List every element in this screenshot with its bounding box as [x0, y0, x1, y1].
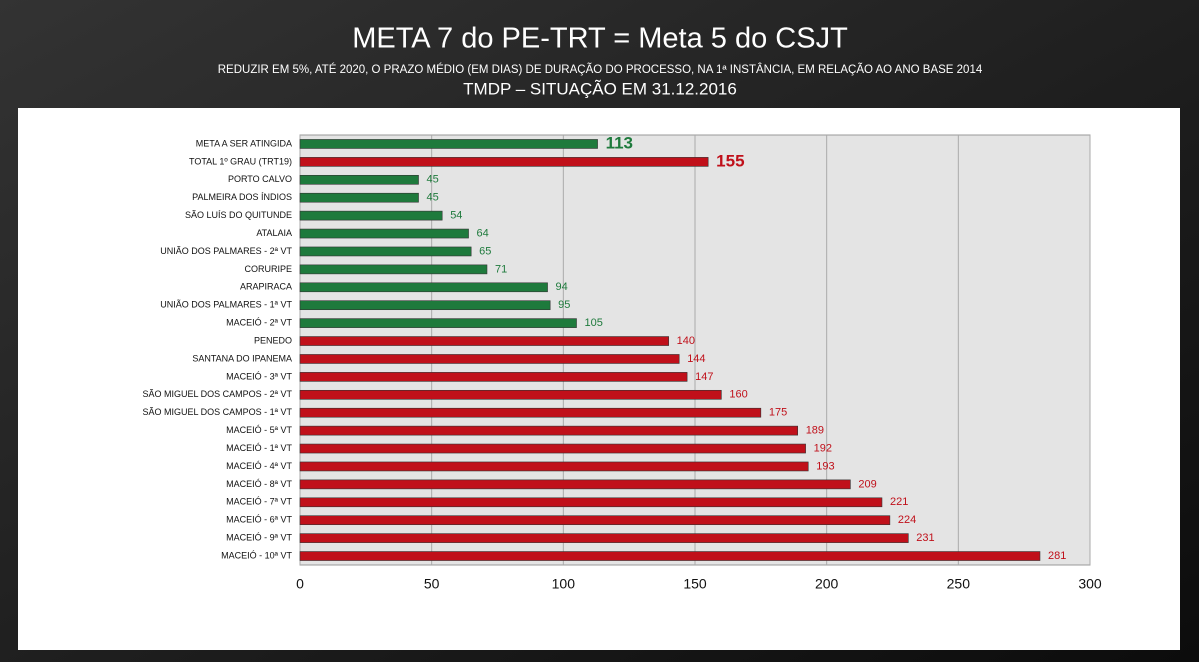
y-tick-label: UNIÃO DOS PALMARES - 2ª VT	[160, 246, 292, 256]
x-tick-label: 250	[947, 576, 971, 592]
x-tick-label: 100	[552, 576, 576, 592]
y-tick-label: MACEIÓ - 8ª VT	[226, 479, 292, 489]
value-label: 95	[558, 299, 570, 311]
value-label: 224	[898, 514, 916, 526]
value-label: 231	[916, 532, 934, 544]
value-label: 155	[716, 151, 744, 170]
y-tick-label: UNIÃO DOS PALMARES - 1ª VT	[160, 300, 292, 310]
y-tick-label: ARAPIRACA	[240, 282, 292, 292]
bar	[299, 139, 598, 149]
bar	[299, 407, 762, 418]
value-label: 193	[816, 460, 834, 472]
y-tick-label: MACEIÓ - 7ª VT	[226, 497, 292, 507]
y-tick-label: MACEIÓ - 4ª VT	[226, 461, 292, 471]
bar	[299, 533, 909, 543]
bar	[299, 318, 577, 328]
bar	[299, 336, 669, 346]
value-label: 113	[606, 133, 633, 152]
x-tick-label: 200	[815, 576, 839, 592]
y-tick-label: SÃO MIGUEL DOS CAMPOS - 2ª VT	[142, 389, 292, 399]
value-label: 140	[677, 335, 695, 347]
y-tick-label: CORURIPE	[244, 264, 292, 274]
value-label: 45	[427, 192, 439, 204]
bar	[299, 210, 443, 221]
bar	[299, 497, 883, 508]
x-tick-label: 50	[424, 576, 440, 592]
value-label: 175	[769, 407, 787, 419]
chart-subtitle: TMDP – SITUAÇÃO EM 31.12.2016	[463, 79, 737, 98]
value-label: 71	[495, 263, 507, 275]
value-label: 65	[479, 245, 491, 257]
value-label: 54	[450, 210, 462, 222]
bar	[299, 354, 680, 364]
value-label: 45	[427, 174, 439, 186]
y-tick-label: MACEIÓ - 6ª VT	[226, 515, 292, 525]
y-tick-label: PORTO CALVO	[228, 174, 292, 184]
value-label: 94	[556, 281, 568, 293]
y-tick-label: SÃO LUÍS DO QUITUNDE	[185, 210, 292, 220]
x-tick-label: 0	[296, 576, 304, 592]
y-tick-label: MACEIÓ - 5ª VT	[226, 425, 292, 435]
chart-subtitle: REDUZIR EM 5%, ATÉ 2020, O PRAZO MÉDIO (…	[218, 63, 983, 76]
y-tick-label: SÃO MIGUEL DOS CAMPOS - 1ª VT	[142, 407, 292, 417]
value-label: 192	[814, 442, 832, 454]
bar	[299, 192, 419, 203]
y-tick-label: MACEIÓ - 3ª VT	[226, 371, 292, 381]
bar	[299, 282, 548, 293]
value-label: 144	[687, 353, 705, 365]
bar	[299, 246, 472, 257]
x-tick-label: 150	[683, 576, 707, 592]
value-label: 209	[858, 478, 876, 490]
bar	[299, 157, 709, 167]
value-label: 147	[695, 371, 713, 383]
y-tick-label: SANTANA DO IPANEMA	[192, 353, 292, 363]
bar	[299, 551, 1041, 561]
y-tick-label: MACEIÓ - 9ª VT	[226, 533, 292, 543]
y-tick-label: META A SER ATINGIDA	[196, 138, 292, 148]
y-tick-label: MACEIÓ - 1ª VT	[226, 443, 292, 453]
y-tick-label: TOTAL 1º GRAU (TRT19)	[189, 156, 292, 166]
chart-title: META 7 do PE-TRT = Meta 5 do CSJT	[352, 23, 848, 55]
value-label: 105	[585, 317, 603, 329]
bar	[299, 425, 799, 436]
y-tick-label: ATALAIA	[256, 228, 292, 238]
bar	[299, 479, 851, 490]
value-label: 221	[890, 496, 908, 508]
y-tick-label: MACEIÓ - 2ª VT	[226, 318, 292, 328]
bar	[299, 264, 488, 275]
bar	[299, 174, 419, 185]
bar	[299, 515, 891, 526]
value-label: 160	[729, 389, 747, 401]
bar	[299, 461, 809, 472]
y-tick-label: PENEDO	[254, 335, 292, 345]
bar	[299, 372, 688, 382]
bar	[299, 389, 722, 400]
value-label: 189	[806, 425, 824, 437]
y-tick-label: PALMEIRA DOS ÍNDIOS	[192, 192, 292, 202]
value-label: 64	[477, 227, 489, 239]
y-tick-label: MACEIÓ - 10ª VT	[221, 550, 292, 560]
bar	[299, 300, 551, 311]
x-tick-label: 300	[1078, 576, 1102, 592]
bar	[299, 228, 469, 239]
bar	[299, 443, 806, 454]
value-label: 281	[1048, 550, 1066, 562]
